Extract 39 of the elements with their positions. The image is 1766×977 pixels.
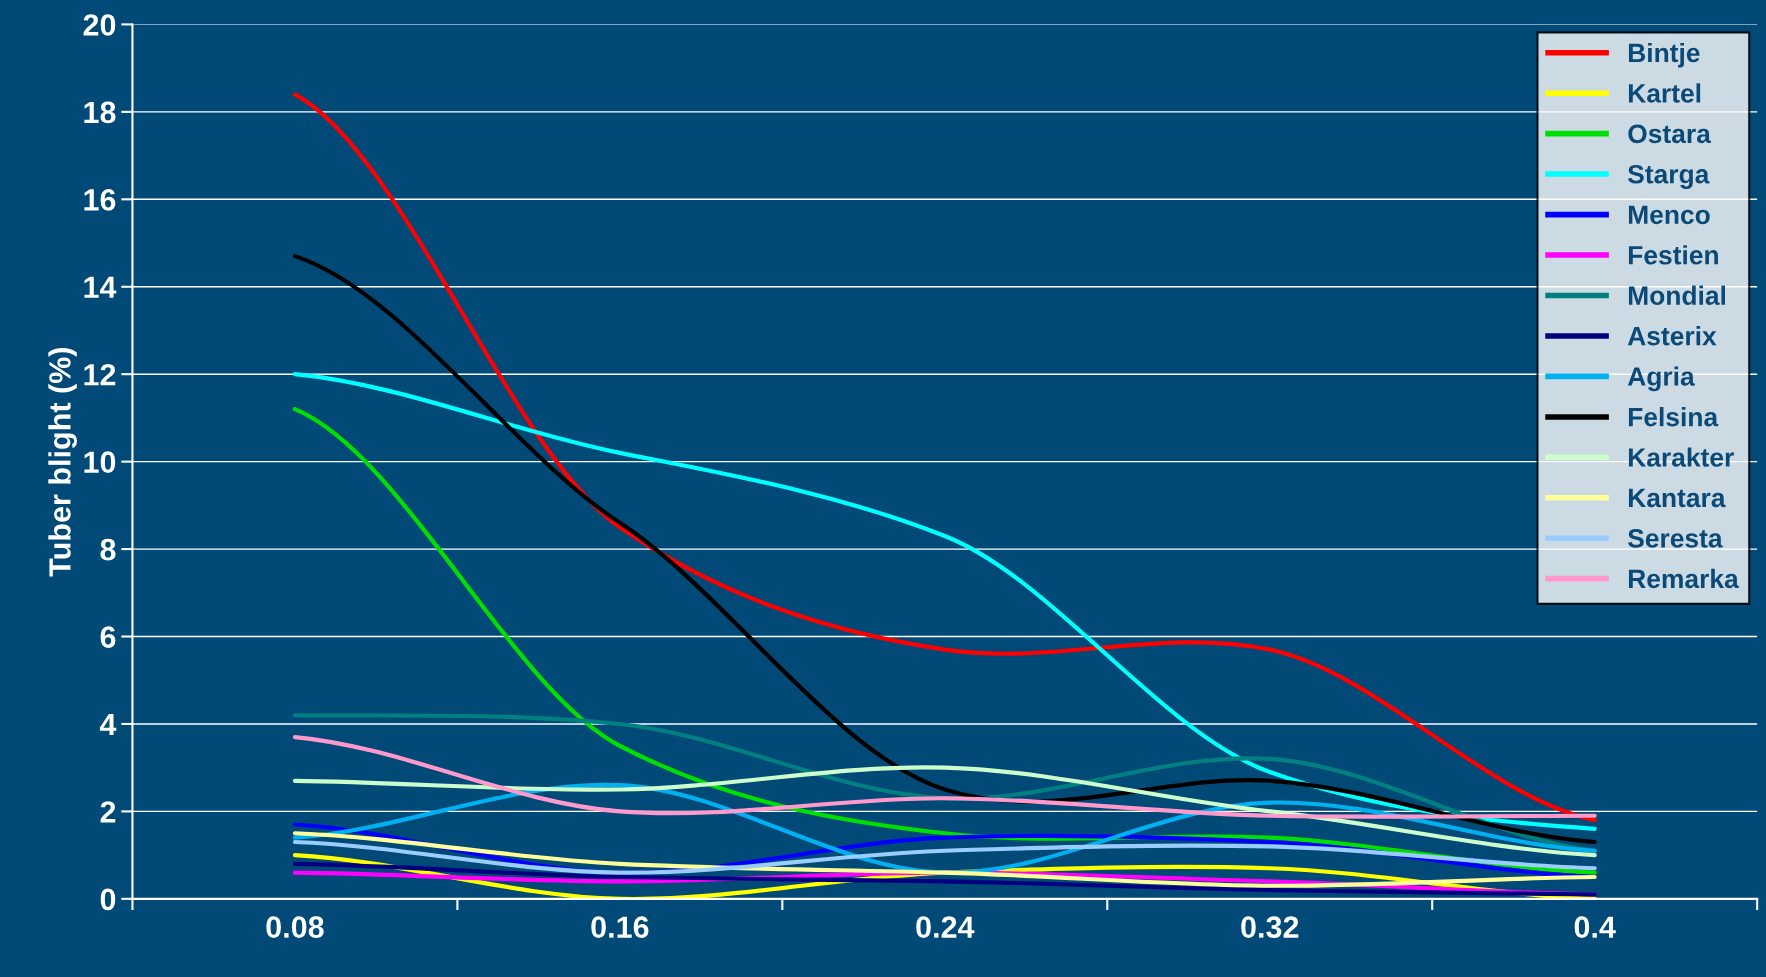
y-tick-label: 8 [100, 538, 116, 561]
line-series [292, 92, 1597, 823]
y-tick-label: 2 [100, 801, 116, 823]
legend-label: Mondial [1628, 285, 1726, 305]
legend-label: Kartel [1628, 83, 1701, 103]
legend-label: Bintje [1628, 42, 1700, 68]
y-tick-label: 6 [100, 626, 116, 648]
line-series [292, 734, 1597, 819]
y-tick-label: 18 [84, 101, 116, 124]
y-tick-label: 20 [83, 14, 116, 36]
y-tick-label: 0 [100, 888, 116, 911]
legend-label: Asterix [1627, 326, 1717, 346]
legend-label: Kantara [1628, 488, 1726, 508]
y-tick-label: 14 [84, 276, 117, 298]
x-tick-label: 0.32 [1241, 916, 1299, 938]
y-tick-label: 4 [99, 714, 117, 736]
y-tick-label: 10 [84, 451, 116, 473]
line-series [292, 254, 1597, 845]
line-series [292, 861, 1597, 897]
x-tick-label: 0.16 [591, 916, 649, 938]
legend-label: Menco [1628, 205, 1710, 225]
y-tick-label: 16 [84, 189, 116, 211]
line-series [292, 831, 1597, 888]
legend-label: Starga [1627, 164, 1710, 189]
legend-label: Felsina [1628, 407, 1719, 427]
y-axis-title: Tuber blight (%) [48, 348, 77, 577]
line-series [292, 372, 1597, 831]
legend-label: Festien [1628, 245, 1718, 265]
legend-label: Seresta [1627, 529, 1723, 548]
x-tick-label: 0.4 [1574, 916, 1616, 938]
x-tick-label: 0.08 [266, 916, 324, 938]
legend-label: Karakter [1628, 447, 1734, 467]
line-series [292, 839, 1597, 875]
y-tick-label: 12 [84, 363, 116, 386]
x-tick-label: 0.24 [916, 916, 975, 938]
legend-label: Ostara [1628, 124, 1711, 144]
legend-label: Agria [1627, 366, 1695, 392]
line-series [292, 765, 1597, 858]
legend-label: Remarka [1628, 568, 1739, 589]
